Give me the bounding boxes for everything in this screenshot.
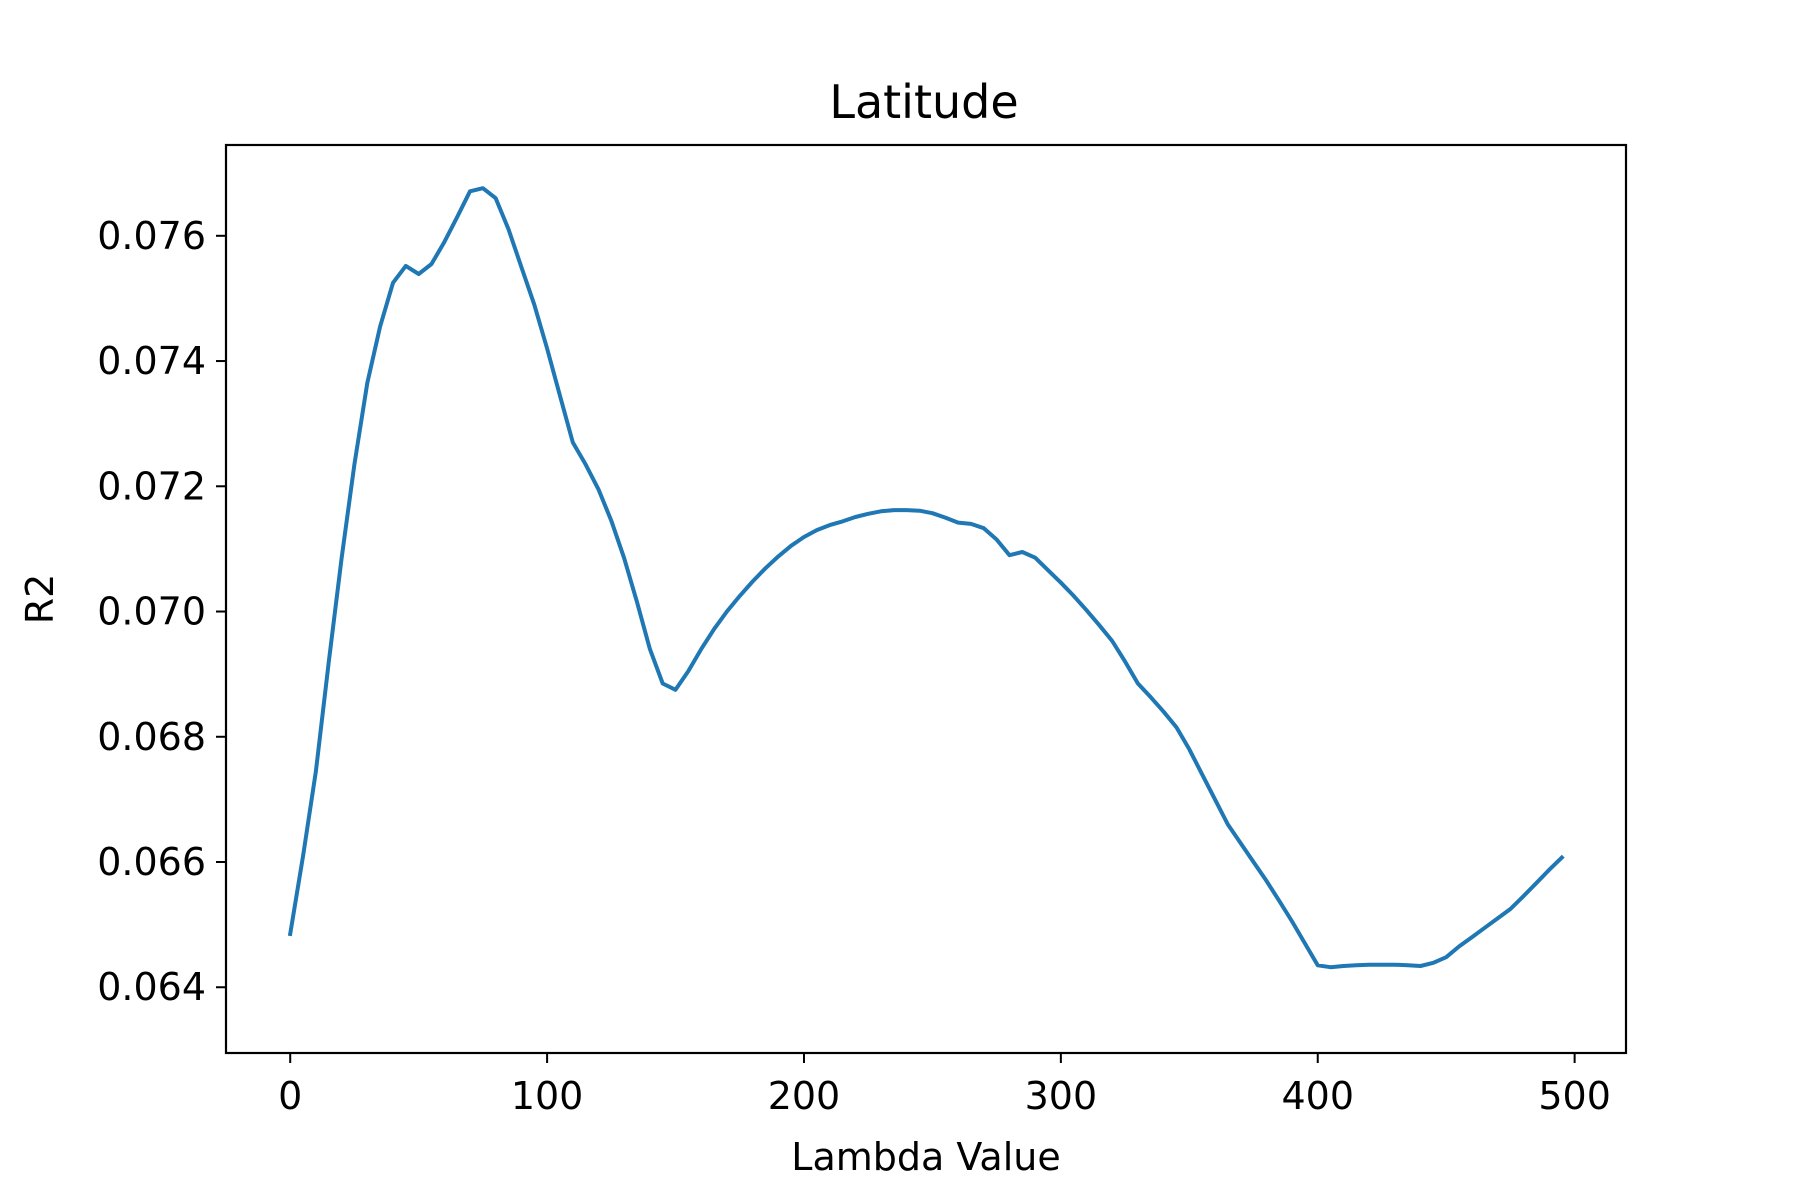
chart-title: Latitude [829,75,1018,129]
x-tick-label: 300 [1025,1074,1098,1118]
plot-area [287,186,1565,970]
plot-frame [224,143,1628,1055]
y-tick-label: 0.074 [97,339,206,383]
series-line-0 [287,186,1565,970]
x-axis-label: Lambda Value [791,1135,1060,1179]
x-tick-label: 200 [768,1074,841,1118]
y-tick-label: 0.066 [97,840,206,884]
x-axis: 0 100 200 300 400 500 [278,1053,1611,1118]
y-tick-label: 0.070 [97,590,206,634]
y-axis: 0.064 0.066 0.068 0.070 0.072 0.074 0.076 [97,214,226,1009]
y-tick-label: 0.064 [97,965,206,1009]
y-axis-label: R2 [18,574,62,625]
y-tick-label: 0.076 [97,214,206,258]
y-tick-label: 0.072 [97,464,206,508]
x-tick-label: 0 [278,1074,302,1118]
y-tick-label: 0.068 [97,715,206,759]
x-tick-label: 100 [511,1074,584,1118]
x-tick-label: 400 [1281,1074,1354,1118]
x-tick-label: 500 [1538,1074,1611,1118]
